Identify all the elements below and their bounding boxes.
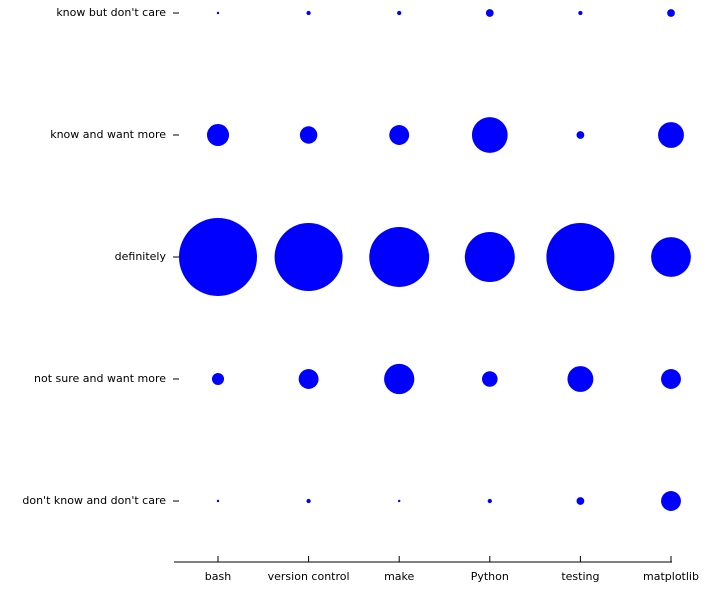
bubble: [464, 232, 515, 282]
y-tick-label: not sure and want more: [34, 372, 166, 385]
bubble: [298, 369, 319, 389]
bubble: [216, 499, 220, 503]
bubble: [206, 123, 230, 147]
bubble: [306, 498, 311, 504]
bubble: [567, 366, 594, 392]
bubble: [179, 218, 257, 296]
bubble: [211, 372, 225, 386]
bubble: [384, 363, 415, 395]
x-tick-label: testing: [561, 570, 599, 583]
bubble: [485, 9, 494, 17]
x-tick-label: Python: [471, 570, 509, 583]
bubble: [667, 9, 675, 17]
bubble: [274, 223, 343, 291]
bubble: [369, 227, 430, 287]
y-tick-label: don't know and don't care: [22, 494, 166, 507]
bubble: [471, 117, 508, 153]
bubble: [661, 369, 681, 389]
y-tick-label: definitely: [115, 250, 167, 263]
bubble: [578, 10, 583, 16]
bubble: [216, 11, 220, 15]
x-tick-label: make: [384, 570, 414, 583]
bubble: [306, 10, 311, 16]
y-tick-label: know and want more: [50, 128, 166, 141]
x-tick-label: version control: [268, 570, 350, 583]
x-tick-label: bash: [205, 570, 231, 583]
bubble: [389, 125, 410, 145]
x-tick-label: matplotlib: [643, 570, 699, 583]
bubble: [661, 491, 681, 511]
y-tick-label: know but don't care: [56, 6, 166, 19]
bubble: [397, 10, 402, 16]
bubble: [397, 499, 401, 503]
bubble: [487, 498, 492, 504]
bubble: [576, 131, 585, 139]
bubble: [576, 497, 585, 505]
bubble: [482, 371, 498, 387]
bubble: [299, 126, 318, 144]
bubble: [546, 223, 615, 291]
bubble: [658, 122, 684, 148]
bubble: [651, 237, 691, 277]
